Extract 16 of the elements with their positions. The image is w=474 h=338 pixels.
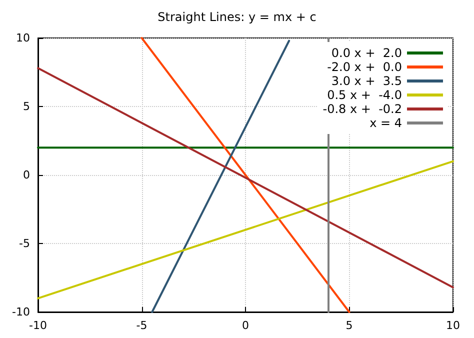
y-tick-label: 0 [23,168,30,182]
legend-label: 0.5 x + -4.0 [327,88,402,102]
x-tick-label: 5 [346,319,353,332]
legend-label: x = 4 [370,116,402,130]
x-tick-label: 0 [242,319,249,332]
legend-label: 0.0 x + 2.0 [331,46,402,60]
x-tick-label: 10 [446,319,460,332]
legend-label: -2.0 x + 0.0 [327,60,402,74]
y-tick-label: 5 [23,100,30,113]
y-tick-label: 10 [16,32,30,44]
y-tick-label: -5 [19,237,30,250]
legend-label: 3.0 x + 3.5 [331,74,402,88]
chart-title: Straight Lines: y = mx + c [158,10,316,24]
x-tick-label: -5 [136,319,148,332]
y-tick-label: -10 [12,306,30,318]
legend-label: -0.8 x + -0.2 [322,102,402,116]
